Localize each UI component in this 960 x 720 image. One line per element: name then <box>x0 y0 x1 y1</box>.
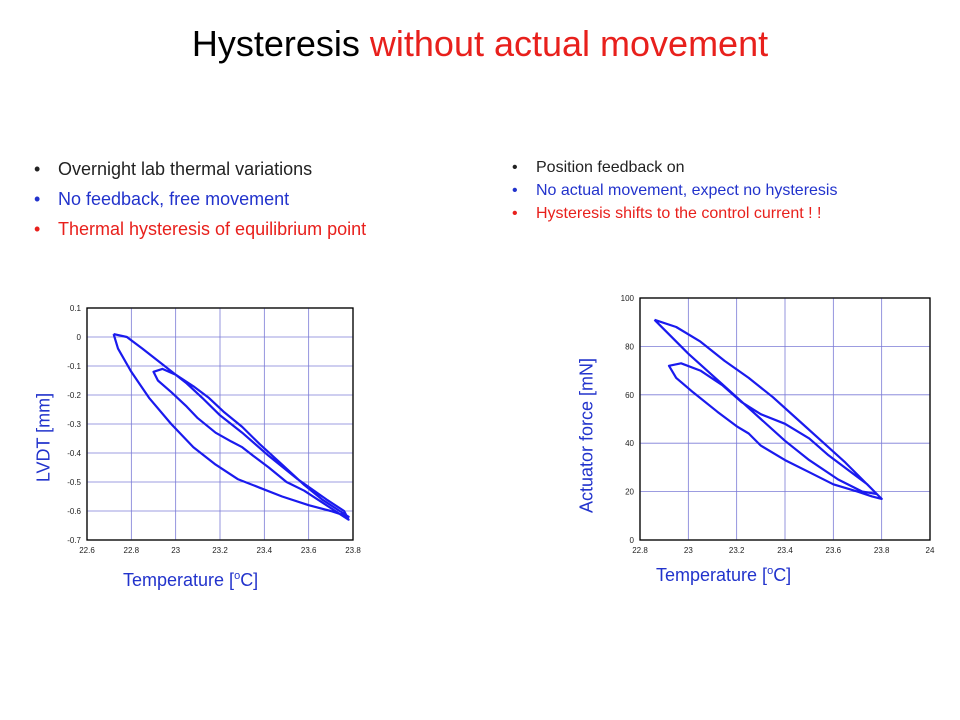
lvdt-ytick-label: -0.6 <box>67 507 81 516</box>
lvdt-xtick-label: 22.8 <box>124 546 140 555</box>
right-ylabel-text: Actuator force [mN] <box>576 357 597 514</box>
left-chart-xlabel: Temperature [oC] <box>123 570 258 591</box>
right-bullet-3: Hysteresis shifts to the control current… <box>512 204 952 224</box>
left-bullet-3: Thermal hysteresis of equilibrium point <box>34 218 404 240</box>
left-ylabel-text: LVDT [mm] <box>33 392 54 483</box>
left-bullet-list: Overnight lab thermal variations No feed… <box>34 158 404 248</box>
right-xlabel-pre: Temperature [ <box>656 565 768 585</box>
force-xtick-label: 23.4 <box>777 546 793 555</box>
right-xlabel-sup: o <box>767 565 774 577</box>
lvdt-chart: 22.6 22.8 23 23.2 23.4 23.6 23.8 0.1 0 -0.1 -0.2 -0… <box>67 304 361 555</box>
left-chart-ylabel: LVDT [mm] <box>34 383 55 493</box>
left-xlabel-post: C] <box>240 570 259 590</box>
right-chart-ylabel: Actuator force [mN] <box>577 346 598 526</box>
force-ytick-label: 100 <box>621 294 635 303</box>
lvdt-ytick-label: -0.2 <box>67 391 81 400</box>
actuator-force-chart: 22.8 23 23.2 23.4 23.6 23.8 24 100 80 60 40 20 0 <box>621 294 935 555</box>
force-ytick-label: 40 <box>625 439 634 448</box>
force-series-line <box>653 318 883 500</box>
right-bullet-1: Position feedback on <box>512 158 952 178</box>
lvdt-ytick-label: -0.3 <box>67 420 81 429</box>
right-bullet-2: No actual movement, expect no hysteresis <box>512 181 952 201</box>
force-xtick-label: 22.8 <box>632 546 648 555</box>
lvdt-xtick-label: 22.6 <box>79 546 95 555</box>
force-xtick-label: 24 <box>926 546 935 555</box>
force-xtick-label: 23.6 <box>826 546 842 555</box>
lvdt-ytick-label: -0.7 <box>67 536 81 545</box>
left-bullet-1: Overnight lab thermal variations <box>34 158 404 180</box>
force-plot-border <box>639 297 931 541</box>
lvdt-xtick-label: 23.4 <box>257 546 273 555</box>
lvdt-ytick-label: 0 <box>77 333 82 342</box>
right-xlabel-post: C] <box>773 565 792 585</box>
lvdt-ytick-label: 0.1 <box>70 304 82 313</box>
lvdt-xtick-label: 23 <box>171 546 180 555</box>
force-ytick-label: 60 <box>625 391 634 400</box>
right-bullet-list: Position feedback on No actual movement,… <box>512 158 952 227</box>
force-ytick-label: 0 <box>630 536 635 545</box>
lvdt-ytick-label: -0.4 <box>67 449 81 458</box>
title-part-black: Hysteresis <box>191 23 370 64</box>
title-part-red: without actual movement <box>369 23 769 64</box>
lvdt-xtick-label: 23.6 <box>301 546 317 555</box>
force-xtick-label: 23.2 <box>729 546 745 555</box>
force-xtick-label: 23 <box>684 546 693 555</box>
lvdt-xtick-label: 23.2 <box>212 546 228 555</box>
lvdt-ytick-label: -0.5 <box>67 478 81 487</box>
lvdt-ytick-label: -0.1 <box>67 362 81 371</box>
lvdt-xtick-label: 23.8 <box>345 546 361 555</box>
lvdt-series-line <box>112 333 350 521</box>
left-bullet-2: No feedback, free movement <box>34 188 404 210</box>
force-ytick-label: 80 <box>625 342 634 351</box>
left-xlabel-sup: o <box>234 570 241 582</box>
force-ytick-label: 20 <box>625 488 634 497</box>
slide-title: Hysteresis without actual movement <box>0 22 960 66</box>
right-chart-xlabel: Temperature [oC] <box>656 565 791 586</box>
left-xlabel-pre: Temperature [ <box>123 570 235 590</box>
lvdt-plot-border <box>86 307 354 541</box>
force-xtick-label: 23.8 <box>874 546 890 555</box>
